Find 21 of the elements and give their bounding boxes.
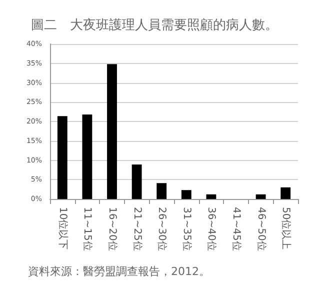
bar xyxy=(107,64,117,199)
bar xyxy=(156,183,167,199)
chart-title: 圖二 大夜班護理人員需要照顧的病人數。 xyxy=(31,17,278,33)
x-tick-label: 50位以上 xyxy=(280,207,292,250)
bar xyxy=(256,194,266,199)
x-tick-label: 10位以下 xyxy=(56,207,69,250)
x-tick-label: 26~30位 xyxy=(156,207,168,251)
x-tick-label: 11~15位 xyxy=(82,207,94,251)
x-tick-label: 16~20位 xyxy=(106,207,118,251)
x-tick-label: 41~45位 xyxy=(230,207,242,251)
x-tick-label: 36~40位 xyxy=(206,207,218,251)
bar xyxy=(280,187,291,199)
bar xyxy=(181,190,192,199)
bar xyxy=(57,116,68,199)
bar xyxy=(132,164,142,199)
bar xyxy=(206,194,216,199)
x-tick-label: 46~50位 xyxy=(255,207,268,251)
x-tick-label: 21~25位 xyxy=(131,207,144,251)
x-tick-label: 31~35位 xyxy=(180,207,193,251)
bar xyxy=(82,114,92,199)
source-note: 資料來源：醫勞盟調查報告，2012。 xyxy=(28,265,210,278)
